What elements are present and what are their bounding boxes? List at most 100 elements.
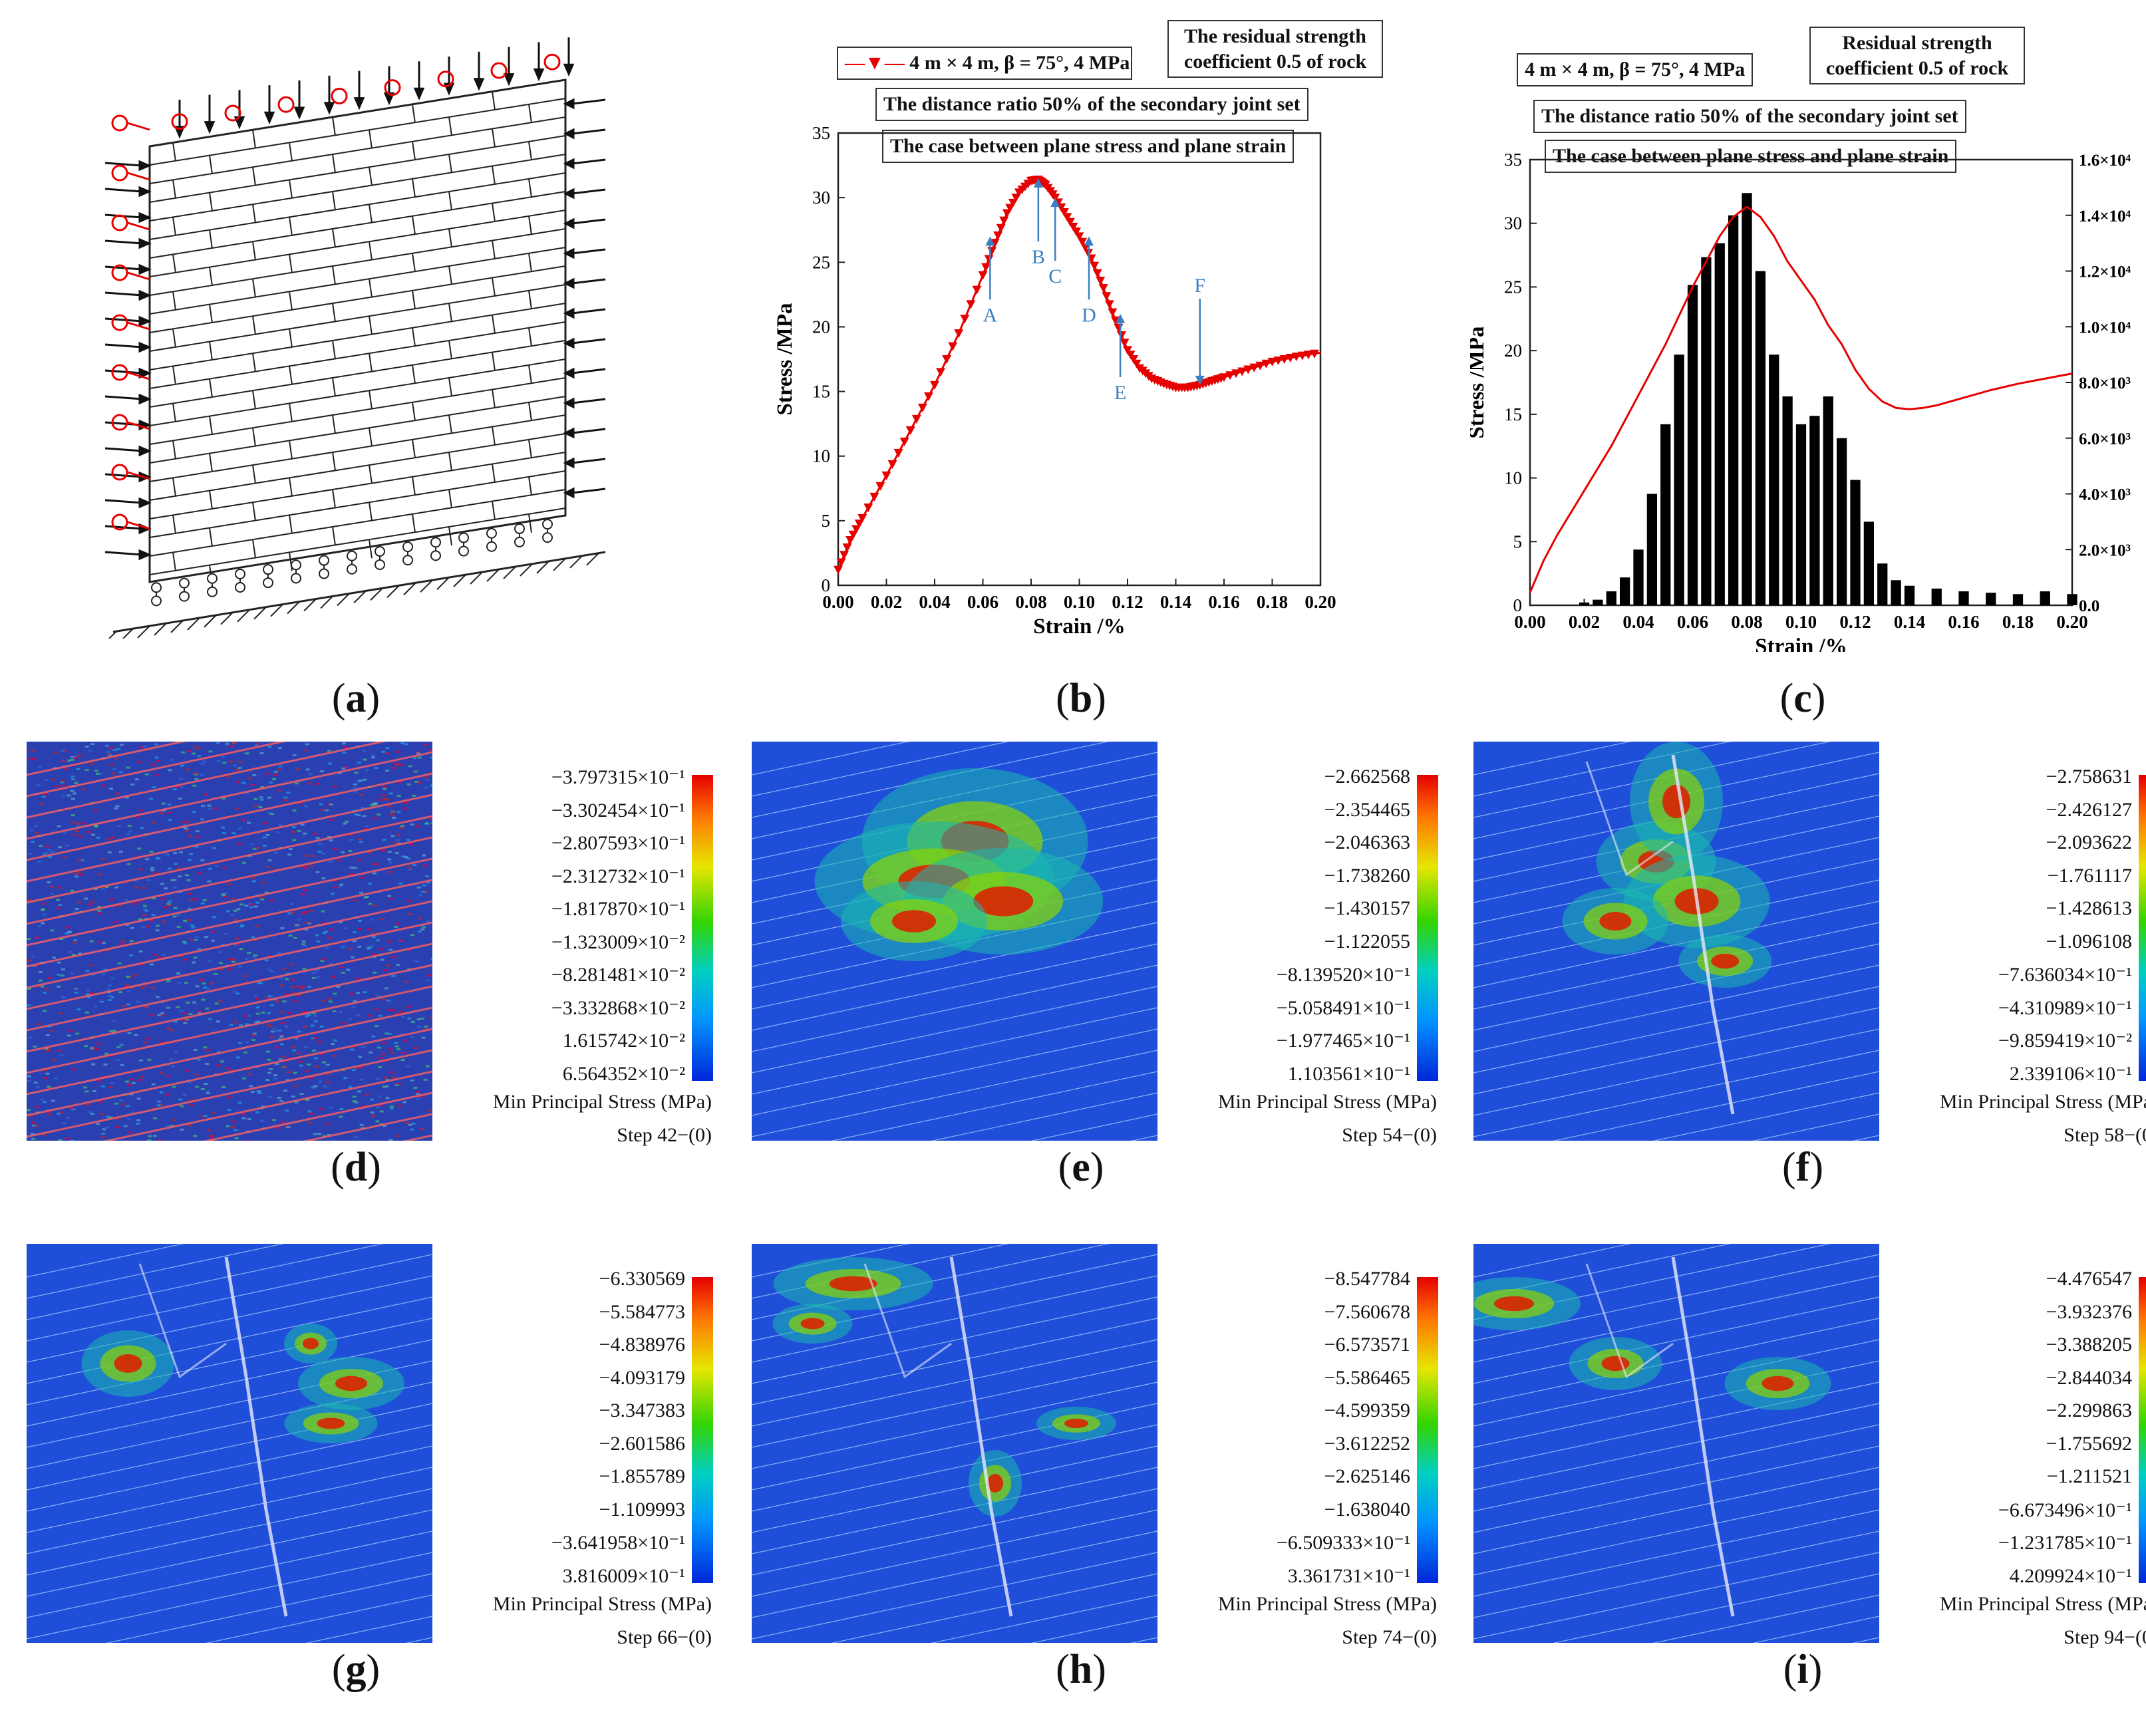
noise-speck — [32, 964, 37, 967]
data-point — [1114, 323, 1124, 333]
noise-speck — [351, 1069, 356, 1072]
roller-bottom — [179, 591, 190, 602]
legend-marker: —▼— — [845, 52, 905, 74]
joint-trace — [27, 1467, 432, 1554]
joint-line — [149, 172, 566, 240]
noise-speck — [70, 972, 75, 974]
noise-speck — [410, 934, 414, 937]
noise-speck — [317, 850, 322, 853]
noise-speck — [270, 899, 275, 902]
noise-speck — [252, 847, 257, 850]
noise-speck — [387, 851, 392, 853]
cross-joint — [209, 192, 213, 212]
noise-speck — [354, 790, 359, 793]
cross-joint — [252, 428, 256, 447]
roller-left-arm — [127, 471, 150, 480]
data-point — [1261, 359, 1271, 368]
cross-joint — [172, 329, 176, 348]
noise-speck — [211, 939, 216, 942]
noise-speck — [245, 1023, 249, 1026]
joint-trace — [1473, 922, 1879, 1010]
noise-speck — [126, 863, 131, 865]
cross-joint — [528, 402, 532, 421]
noise-speck — [93, 887, 98, 890]
noise-speck — [257, 1090, 261, 1093]
hatch-mark — [187, 617, 200, 631]
noise-speck — [206, 987, 211, 990]
noise-speck — [333, 848, 337, 851]
noise-speck — [362, 750, 367, 752]
colorbar-label: −2.601586 — [599, 1432, 685, 1455]
noise-speck — [416, 1097, 421, 1100]
noise-speck — [170, 1125, 174, 1127]
noise-speck — [286, 792, 291, 794]
noise-speck — [297, 918, 301, 921]
y-tick-label: 30 — [812, 188, 830, 208]
noise-speck — [182, 1093, 187, 1096]
right-arrow-head — [563, 457, 575, 469]
noise-speck — [160, 883, 164, 885]
noise-speck — [154, 756, 159, 759]
noise-speck — [58, 904, 63, 907]
noise-speck — [64, 768, 69, 770]
ae-bar — [1958, 591, 1969, 605]
cross-joint — [252, 241, 256, 261]
hatch-mark — [453, 574, 466, 587]
colorbar-label: −1.430157 — [1324, 897, 1410, 919]
noise-speck — [396, 811, 401, 813]
data-point — [851, 525, 861, 534]
stress-ae-chart: 0.00 0.02 0.04 0.06 0.08 0.10 0.12 0.14 0.16 0.18… — [1470, 150, 2131, 652]
noise-speck — [232, 990, 237, 993]
noise-speck — [48, 855, 53, 858]
cross-joint — [492, 389, 496, 408]
noise-speck — [300, 823, 305, 826]
noise-speck — [71, 775, 75, 778]
noise-speck — [390, 1071, 394, 1074]
noise-speck — [374, 1008, 379, 1011]
noise-speck — [383, 969, 387, 972]
noise-speck — [257, 982, 261, 984]
data-point — [1102, 292, 1112, 301]
noise-speck — [43, 991, 47, 994]
noise-speck — [115, 792, 120, 795]
noise-speck — [138, 809, 143, 812]
joint-trace — [752, 943, 1157, 1031]
noise-speck — [283, 796, 288, 799]
roller-bottom — [263, 564, 273, 575]
ae-bar — [1674, 355, 1684, 605]
colorbar-label: −3.388205 — [2046, 1334, 2132, 1356]
noise-speck — [349, 866, 354, 869]
noise-speck — [96, 905, 101, 908]
stress-map-graphic — [1473, 1244, 1879, 1643]
colorbar-label: −3.797315×10⁻¹ — [551, 766, 685, 788]
roller-bottom — [347, 550, 357, 561]
colorbar-label: 1.103561×10⁻¹ — [1287, 1062, 1410, 1085]
noise-speck — [386, 964, 391, 967]
noise-speck — [396, 1082, 401, 1085]
noise-speck — [237, 1101, 242, 1104]
noise-speck — [403, 1040, 408, 1042]
noise-speck — [424, 776, 428, 779]
cross-joint — [172, 291, 176, 311]
noise-speck — [216, 1020, 221, 1023]
noise-speck — [119, 1099, 124, 1102]
noise-speck — [153, 1135, 158, 1137]
noise-speck — [121, 1103, 126, 1105]
noise-speck — [179, 954, 184, 957]
stress-zone-high — [800, 1318, 825, 1330]
roller-bottom — [375, 545, 385, 557]
noise-speck — [387, 895, 392, 897]
hatch-mark — [470, 571, 483, 585]
noise-speck — [216, 1064, 221, 1066]
cross-joint — [369, 390, 373, 410]
noise-speck — [62, 856, 67, 859]
noise-speck — [374, 767, 379, 770]
noise-speck — [277, 790, 282, 792]
noise-speck — [94, 824, 98, 827]
colorbar-label: −8.281481×10⁻² — [551, 964, 685, 986]
joint-trace — [1752, 1113, 1879, 1141]
colorbar-label: −1.977465×10⁻¹ — [1276, 1030, 1410, 1052]
y-tick-label: 30 — [1504, 214, 1522, 233]
cross-joint — [492, 426, 496, 446]
stress-zone-high — [303, 1338, 319, 1350]
